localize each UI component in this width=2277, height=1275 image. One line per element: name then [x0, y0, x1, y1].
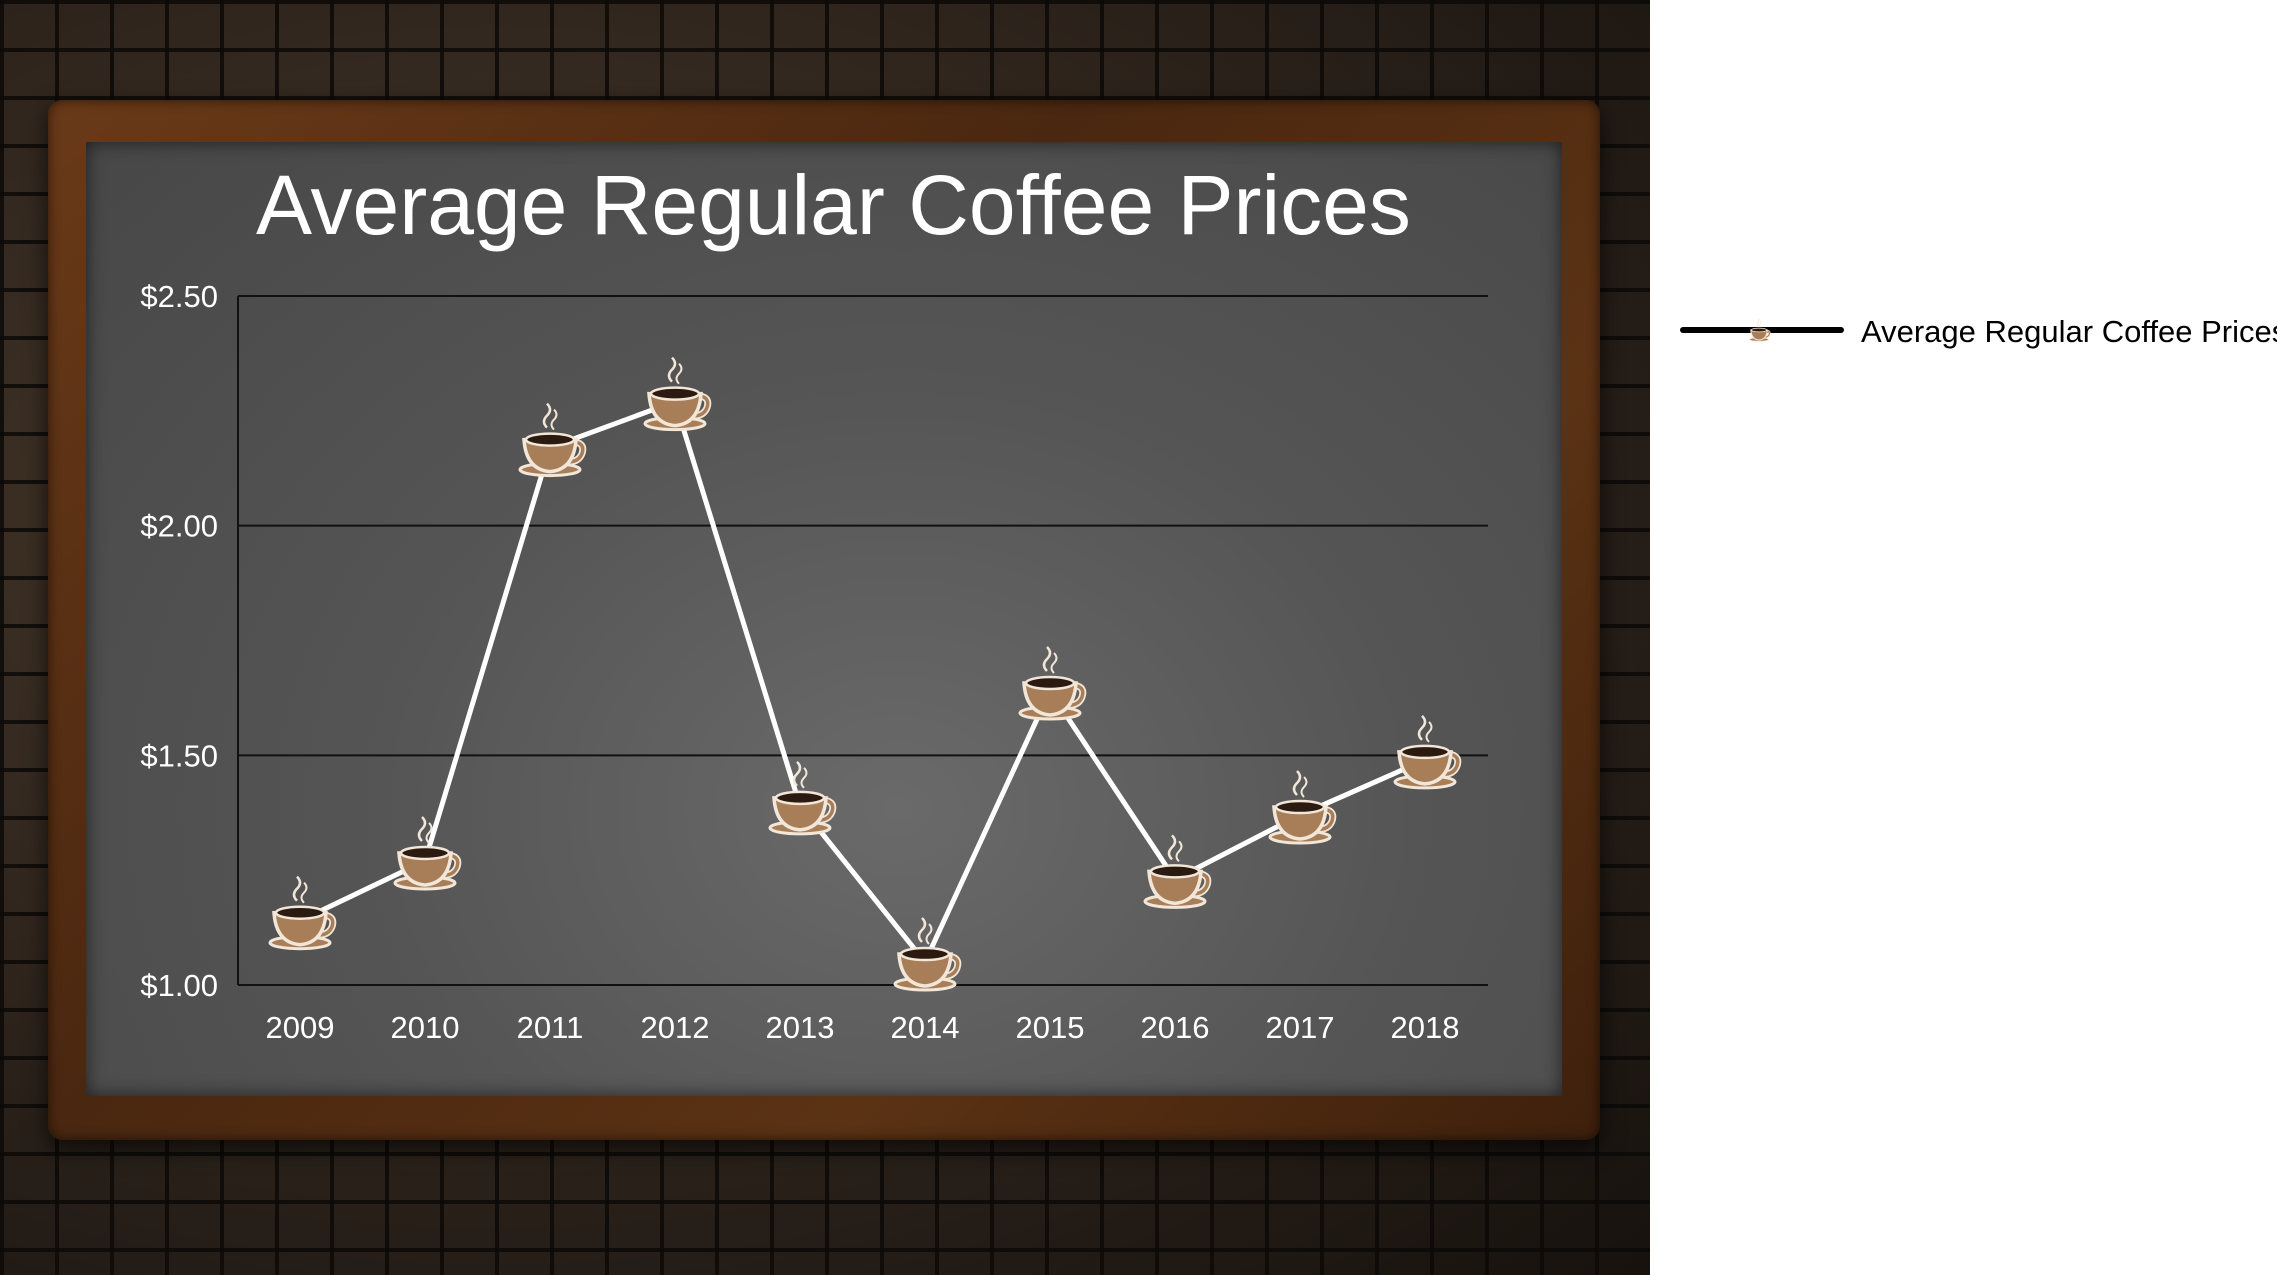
y-tick-label: $1.50: [140, 738, 218, 773]
x-tick-label: 2009: [266, 1010, 335, 1045]
data-point-coffee-cup-icon: [895, 918, 958, 990]
data-point-coffee-cup-icon: [520, 404, 583, 476]
x-tick-label: 2015: [1016, 1010, 1085, 1045]
chalkboard: [86, 142, 1562, 1096]
legend-label: Average Regular Coffee Prices: [1861, 314, 2277, 349]
x-tick-label: 2016: [1141, 1010, 1210, 1045]
y-tick-label: $2.50: [140, 279, 218, 314]
data-point-coffee-cup-icon: [645, 358, 708, 430]
y-tick-label: $2.00: [140, 509, 218, 544]
line-chart: Average Regular Coffee Prices $1.00 $1.50…: [140, 158, 1488, 1045]
chart-title: Average Regular Coffee Prices: [256, 158, 1411, 252]
data-point-coffee-cup-icon: [395, 817, 458, 889]
y-tick-label: $1.00: [140, 968, 218, 1003]
x-tick-label: 2013: [766, 1010, 835, 1045]
x-tick-label: 2017: [1266, 1010, 1335, 1045]
legend-coffee-cup-icon: [1748, 318, 1771, 342]
x-tick-label: 2014: [891, 1010, 960, 1045]
data-point-coffee-cup-icon: [270, 877, 333, 949]
x-tick-label: 2010: [391, 1010, 460, 1045]
data-point-coffee-cup-icon: [1395, 716, 1458, 788]
series-line: [298, 399, 1427, 965]
data-point-coffee-cup-icon: [1270, 771, 1333, 843]
x-tick-label: 2012: [641, 1010, 710, 1045]
data-point-coffee-cup-icon: [770, 762, 833, 834]
x-tick-label: 2018: [1391, 1010, 1460, 1045]
legend: Average Regular Coffee Prices: [1678, 310, 2277, 360]
data-point-coffee-cup-icon: [1020, 647, 1083, 719]
x-tick-label: 2011: [517, 1010, 584, 1045]
